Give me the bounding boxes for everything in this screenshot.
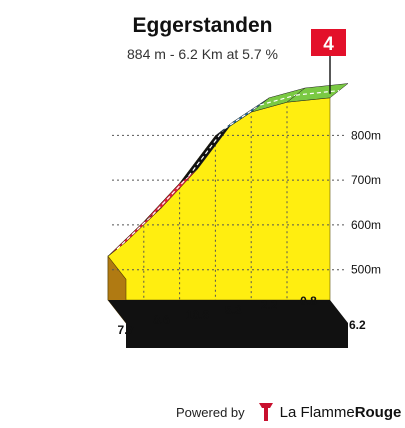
gradient-label: 5.3 (225, 303, 242, 317)
climb-badge-number: 4 (323, 34, 334, 55)
y-tick-label: 500m (351, 263, 381, 277)
distance-label: 5 (292, 345, 299, 360)
footer: Powered by La FlammeRouge (176, 400, 401, 424)
road-centerline (224, 104, 261, 130)
road-centerline (295, 90, 340, 96)
page-title: Eggerstanden (132, 14, 273, 37)
distance-label: 2 (185, 345, 192, 360)
road-centerline (260, 94, 297, 106)
profile-base (108, 300, 348, 348)
elevation-profile-chart: 4 500m 600m 700m 800m 7.7 8.6 10.6 5.3 2.2 0.8 1 2 3… (107, 29, 382, 360)
brand-name: La FlammeRouge (280, 404, 402, 421)
y-tick-label: 800m (351, 128, 381, 142)
y-tick-label: 600m (351, 218, 381, 232)
gradient-label: 0.8 (300, 294, 317, 308)
gradient-label: 2.2 (261, 298, 278, 312)
climb-badge (311, 29, 346, 56)
road-centerline (116, 214, 154, 250)
brand-name-part2: Rouge (354, 403, 402, 421)
road-centerline (152, 175, 190, 216)
road-centerline (188, 128, 225, 177)
brand-name-part1: La Flamme (279, 403, 355, 421)
powered-by-label: Powered by (176, 404, 245, 420)
flame-logo-icon (258, 403, 273, 421)
distance-label: 4 (257, 345, 265, 360)
distance-label: 1 (149, 345, 156, 360)
gradient-label: 8.6 (153, 313, 170, 327)
total-distance-label: 6.2 (349, 318, 366, 332)
y-tick-label: 700m (351, 173, 381, 187)
climb-summary: 884 m - 6.2 Km at 5.7 % (127, 46, 278, 62)
gradient-label: 10.6 (186, 308, 210, 322)
gradient-label: 7.7 (118, 323, 135, 337)
distance-label: 3 (221, 345, 228, 360)
